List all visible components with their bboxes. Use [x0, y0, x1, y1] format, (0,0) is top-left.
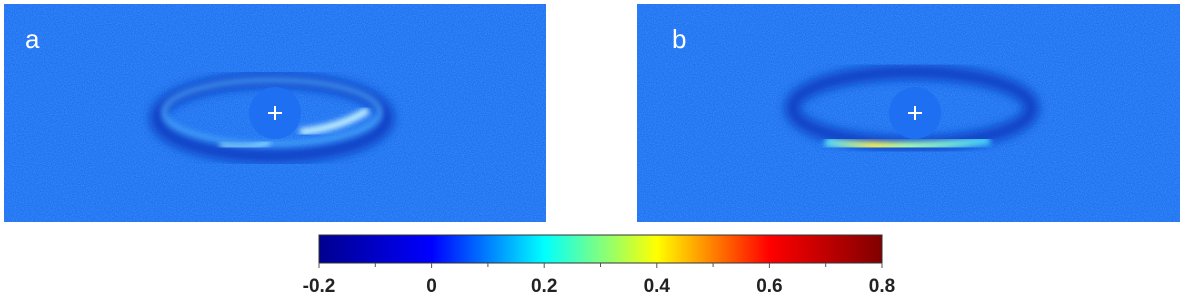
tick-label: 0.2 — [531, 276, 557, 297]
panel-a: a — [4, 4, 546, 222]
panel-b: b — [637, 4, 1180, 222]
panel-label: b — [672, 24, 686, 54]
panel-label: a — [25, 24, 40, 54]
tick-label: 0.4 — [644, 276, 671, 297]
tick-label: 0.6 — [756, 276, 782, 297]
tick-label: 0 — [426, 276, 437, 297]
colorbar: -0.2 0 0.2 0.4 0.6 0.8 — [303, 234, 895, 297]
tick-label: -0.2 — [303, 276, 336, 297]
colorbar-scale — [318, 234, 883, 264]
tick-label: 0.8 — [869, 276, 895, 297]
